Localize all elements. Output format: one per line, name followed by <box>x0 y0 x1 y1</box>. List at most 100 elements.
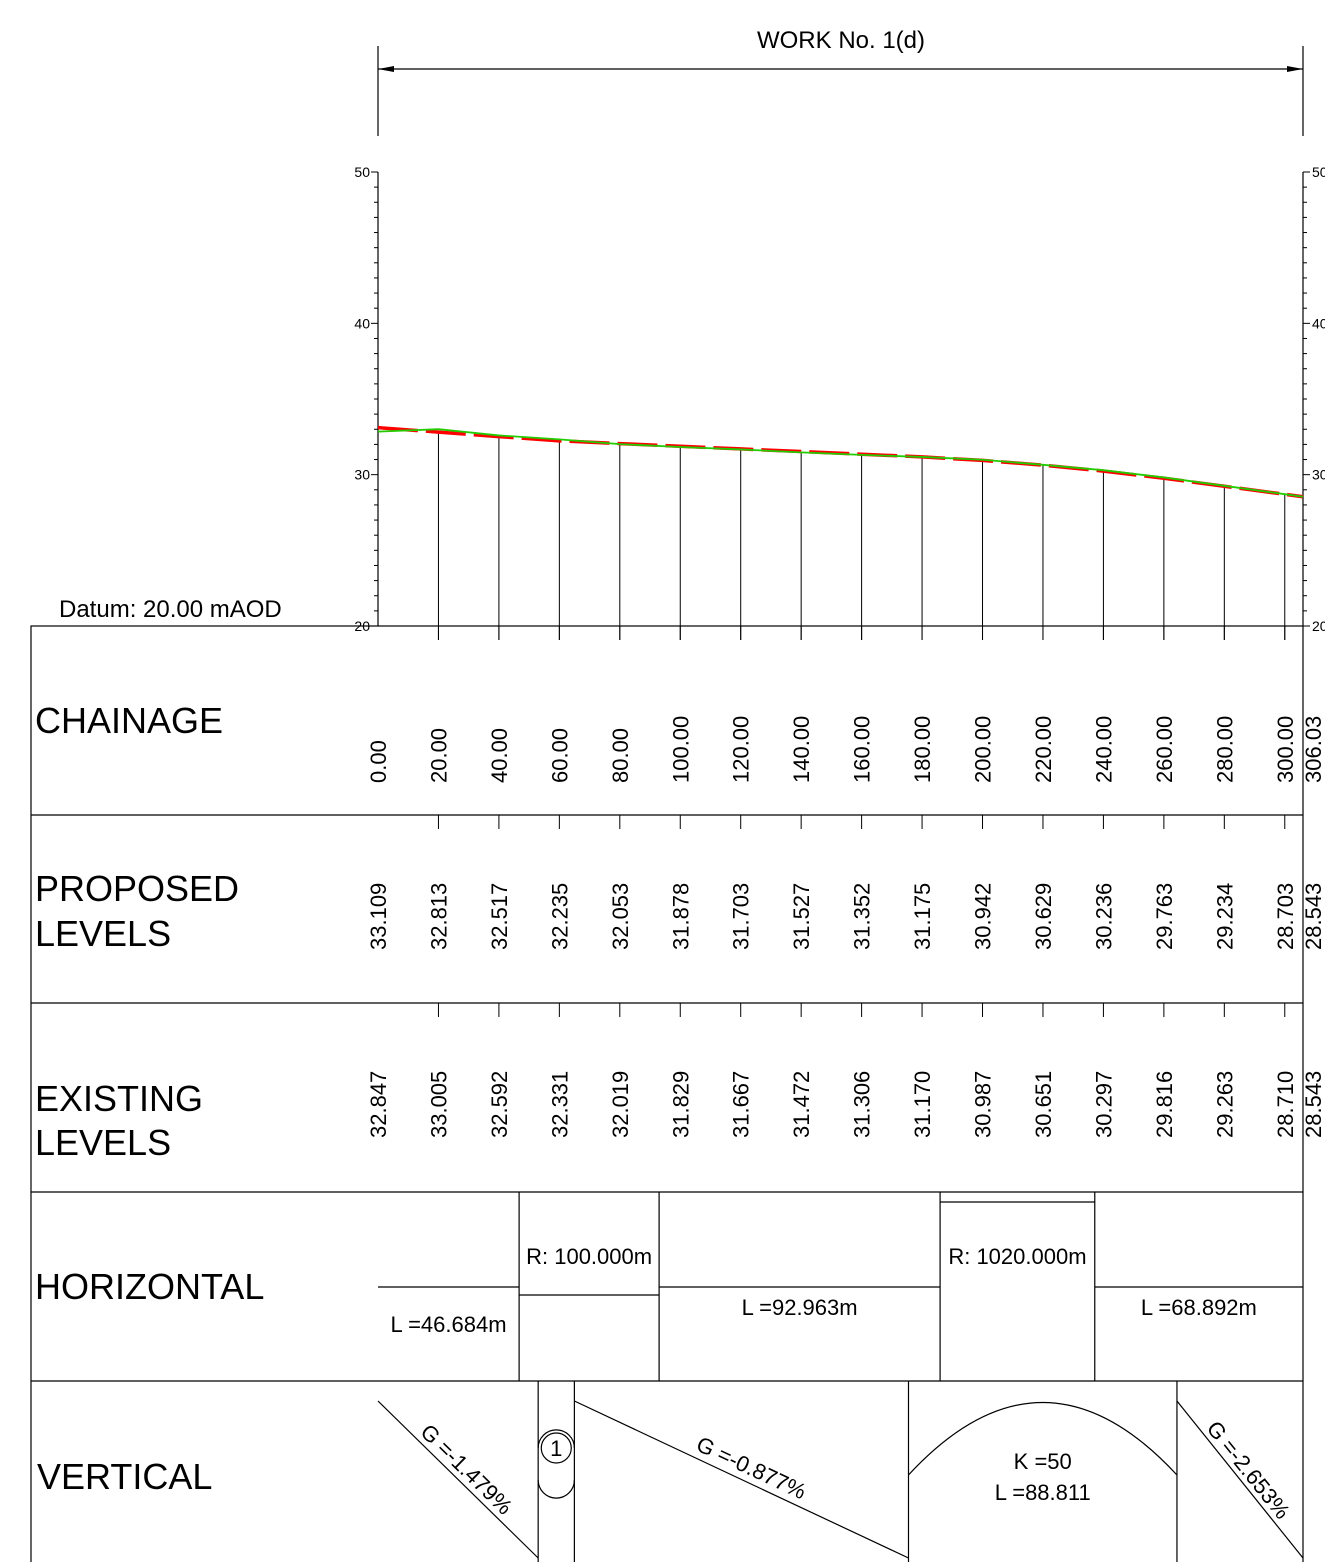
existing-levels-line <box>377 428 1304 498</box>
existing-level-label: 30.987 <box>971 1071 996 1138</box>
chainage-label: 200.00 <box>971 716 996 783</box>
vertical-marker-label: 1 <box>550 1436 562 1461</box>
grade-label: G =-2.653% <box>1202 1416 1295 1524</box>
band-table: CHAINAGE PROPOSED LEVELS EXISTING LEVELS… <box>30 625 1304 1562</box>
proposed-level-label: 31.703 <box>729 883 754 950</box>
proposed-level-label: 32.813 <box>426 883 451 950</box>
existing-level-label: 28.710 <box>1273 1071 1298 1138</box>
chainage-label: 300.00 <box>1273 716 1298 783</box>
profile-chart: 20 30 40 50 20 30 40 50 <box>354 164 1325 640</box>
existing-level-label: 32.019 <box>608 1071 633 1138</box>
vertical-alignment-band: G =-1.479% G =-0.877% G =-2.653% 1 K =50 L =8… <box>377 1381 1304 1562</box>
chainage-label: 120.00 <box>729 716 754 783</box>
proposed-level-label: 31.352 <box>850 883 875 950</box>
row-title-proposed-2: LEVELS <box>35 913 171 954</box>
grade-line <box>377 1400 539 1559</box>
existing-level-label: 31.170 <box>910 1071 935 1138</box>
existing-level-label: 30.297 <box>1091 1071 1116 1138</box>
right-axis-ticks: 20 30 40 50 <box>1303 164 1325 634</box>
station-lines <box>437 432 1286 640</box>
existing-level-label: 32.592 <box>487 1071 512 1138</box>
existing-level-label: 31.472 <box>789 1071 814 1138</box>
row-title-existing-1: EXISTING <box>35 1078 203 1119</box>
horizontal-alignment-band: L =46.684m R: 100.000m L =92.963m R: 1020.0… <box>378 1192 1303 1381</box>
row-title-chainage: CHAINAGE <box>35 700 223 741</box>
vertical-curve-k-label: K =50 <box>1014 1449 1072 1474</box>
vertical-curve-arc <box>908 1402 1178 1476</box>
chainage-label: 20.00 <box>426 728 451 783</box>
horizontal-curve-label: R: 1020.000m <box>948 1244 1086 1269</box>
work-extent-dimension: WORK No. 1(d) <box>377 27 1304 136</box>
chainage-label: 60.00 <box>547 728 572 783</box>
right-tick-label: 30 <box>1312 467 1325 483</box>
existing-level-label: 33.005 <box>426 1071 451 1138</box>
existing-level-label: 32.847 <box>366 1071 391 1138</box>
existing-level-label: 31.667 <box>729 1071 754 1138</box>
proposed-level-label: 31.527 <box>789 883 814 950</box>
existing-level-label: 31.829 <box>668 1071 693 1138</box>
horizontal-straight-label: L =46.684m <box>391 1312 507 1337</box>
proposed-level-label: 31.175 <box>910 883 935 950</box>
chainage-label: 40.00 <box>487 728 512 783</box>
proposed-level-label: 28.543 <box>1301 883 1325 950</box>
chainage-label: 280.00 <box>1212 716 1237 783</box>
chainage-label: 100.00 <box>668 716 693 783</box>
existing-level-label: 28.543 <box>1301 1071 1325 1138</box>
vertical-marker-arc-bottom <box>537 1479 575 1499</box>
vertical-marker-circle <box>540 1432 572 1464</box>
proposed-level-label: 29.234 <box>1212 883 1237 950</box>
extent-arrow-left <box>378 66 394 72</box>
chainage-label: 160.00 <box>850 716 875 783</box>
band-table-border <box>30 625 1304 1562</box>
proposed-level-label: 32.235 <box>547 883 572 950</box>
row-title-proposed-1: PROPOSED <box>35 868 239 909</box>
proposed-level-label: 28.703 <box>1273 883 1298 950</box>
left-tick-label: 30 <box>354 467 370 483</box>
row-title-horizontal: HORIZONTAL <box>35 1266 264 1307</box>
vertical-curve-l-label: L =88.811 <box>995 1480 1091 1505</box>
proposed-level-label: 32.053 <box>608 883 633 950</box>
band-values: 0.00 20.00 40.00 60.00 80.00 100.00 120.00 140.… <box>366 626 1325 1138</box>
extent-arrow-right <box>1287 66 1303 72</box>
right-tick-label: 20 <box>1312 618 1325 634</box>
left-tick-label: 40 <box>354 315 370 331</box>
grade-line <box>1176 1400 1304 1559</box>
chainage-label: 306.03 <box>1301 716 1325 783</box>
row-title-vertical: VERTICAL <box>37 1456 212 1497</box>
grade-line <box>574 1400 909 1559</box>
proposed-level-label: 32.517 <box>487 883 512 950</box>
existing-level-label: 31.306 <box>850 1071 875 1138</box>
right-tick-label: 40 <box>1312 315 1325 331</box>
chainage-label: 240.00 <box>1091 716 1116 783</box>
chainage-label: 260.00 <box>1152 716 1177 783</box>
chainage-label: 80.00 <box>608 728 633 783</box>
grade-label: G =-1.479% <box>416 1419 518 1519</box>
row-title-existing-2: LEVELS <box>35 1122 171 1163</box>
vertical-marker-arc-top <box>537 1429 575 1449</box>
proposed-level-label: 29.763 <box>1152 883 1177 950</box>
grade-label: G =-0.877% <box>693 1431 810 1504</box>
profile-series <box>377 425 1304 499</box>
proposed-level-label: 31.878 <box>668 883 693 950</box>
horizontal-curve-label: R: 100.000m <box>526 1244 652 1269</box>
horizontal-straight-label: L =68.892m <box>1141 1295 1257 1320</box>
left-tick-label: 50 <box>354 164 370 180</box>
existing-level-label: 29.816 <box>1152 1071 1177 1138</box>
chainage-label: 220.00 <box>1031 716 1056 783</box>
chainage-label: 0.00 <box>366 740 391 783</box>
proposed-level-label: 33.109 <box>366 883 391 950</box>
proposed-level-label: 30.942 <box>971 883 996 950</box>
right-tick-label: 50 <box>1312 164 1325 180</box>
existing-level-label: 32.331 <box>547 1071 572 1138</box>
work-title: WORK No. 1(d) <box>757 27 925 54</box>
datum-label: Datum: 20.00 mAOD <box>59 596 282 623</box>
proposed-level-label: 30.236 <box>1091 883 1116 950</box>
existing-level-label: 29.263 <box>1212 1071 1237 1138</box>
existing-level-label: 30.651 <box>1031 1071 1056 1138</box>
chainage-label: 140.00 <box>789 716 814 783</box>
proposed-level-label: 30.629 <box>1031 883 1056 950</box>
chainage-label: 180.00 <box>910 716 935 783</box>
horizontal-straight-label: L =92.963m <box>742 1295 858 1320</box>
